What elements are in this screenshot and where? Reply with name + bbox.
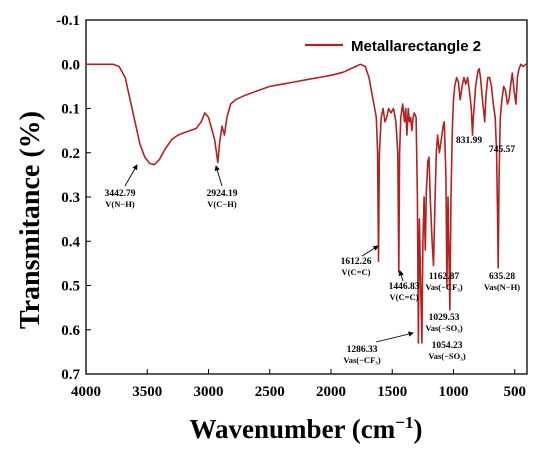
plot-frame (85, 19, 528, 375)
peak-assignment: Vas(−SO₃) (428, 351, 465, 361)
peak-label: 1286.33 (347, 345, 378, 355)
x-tick-label: 3000 (194, 384, 224, 400)
x-tick-label: 1500 (377, 384, 407, 400)
peak-arrow (124, 164, 138, 187)
peak-assignment: Vas(−CF₃) (343, 355, 380, 365)
peak-assignment: V(C−H) (207, 199, 237, 209)
peak-assignment: V(C=C) (390, 292, 419, 302)
peak-arrow (214, 165, 223, 187)
peak-annotation: 1612.26V(C=C) (341, 245, 379, 277)
peak-annotation: 745.57 (489, 145, 515, 155)
peak-label: 831.99 (456, 136, 482, 146)
x-axis-label-superscript: −1 (395, 413, 413, 432)
peak-label: 635.28 (489, 272, 515, 282)
legend: Metallarectangle 2 (305, 38, 481, 55)
peak-assignment: Vas(−SO₃) (425, 323, 462, 333)
peak-annotation: 2924.19V(C−H) (207, 165, 238, 209)
peak-label: 1162.87 (429, 272, 460, 282)
peak-label: 2924.19 (207, 189, 238, 199)
legend-label: Metallarectangle 2 (351, 38, 481, 55)
peak-annotation: 831.99 (456, 136, 482, 146)
x-tick-label: 2500 (255, 384, 285, 400)
y-axis-label: Transmitance (%) (15, 111, 46, 329)
series-line (86, 63, 527, 344)
y-tick-label: 0.7 (61, 367, 80, 383)
y-tick-label: 0.4 (61, 234, 80, 250)
peak-arrow (398, 270, 404, 282)
x-tick-label: 2000 (316, 384, 346, 400)
peak-assignment: Vas(N−H) (484, 282, 520, 292)
x-tick-label: 4000 (71, 384, 101, 400)
y-tick-label: 0.2 (61, 146, 80, 162)
peak-label: 1446.83 (389, 282, 420, 292)
x-tick-label: 1000 (439, 384, 469, 400)
peak-annotation: 3442.79V(N−H) (105, 164, 138, 209)
x-tick-label: 500 (504, 384, 527, 400)
x-tick-label: 3500 (132, 384, 162, 400)
y-tick-label: 0.5 (61, 279, 80, 295)
peak-assignment: V(C=C) (342, 267, 371, 277)
peak-label: 1029.53 (429, 313, 460, 323)
x-axis-label: Wavenumber (cm−1) (190, 413, 423, 444)
peak-assignment: Vas(−CF₃) (425, 282, 462, 292)
peak-assignment: V(N−H) (105, 199, 135, 209)
y-tick-label: 0.3 (61, 190, 80, 206)
y-tick-label: 0.6 (61, 323, 80, 339)
peak-label: 1612.26 (341, 257, 372, 267)
y-tick-label: -0.1 (56, 13, 80, 29)
y-tick-label: 0.1 (61, 102, 80, 118)
peak-label: 745.57 (489, 145, 515, 155)
peak-label: 1054.23 (432, 341, 463, 351)
peak-arrow (361, 245, 379, 257)
x-axis-label-close: ) (413, 414, 422, 444)
peak-arrow (375, 331, 414, 343)
y-tick-label: 0.0 (61, 57, 80, 73)
x-axis-label-main: Wavenumber (cm (190, 414, 396, 444)
peak-label: 3442.79 (105, 189, 136, 199)
peak-annotation: 1446.83V(C=C) (389, 270, 420, 302)
